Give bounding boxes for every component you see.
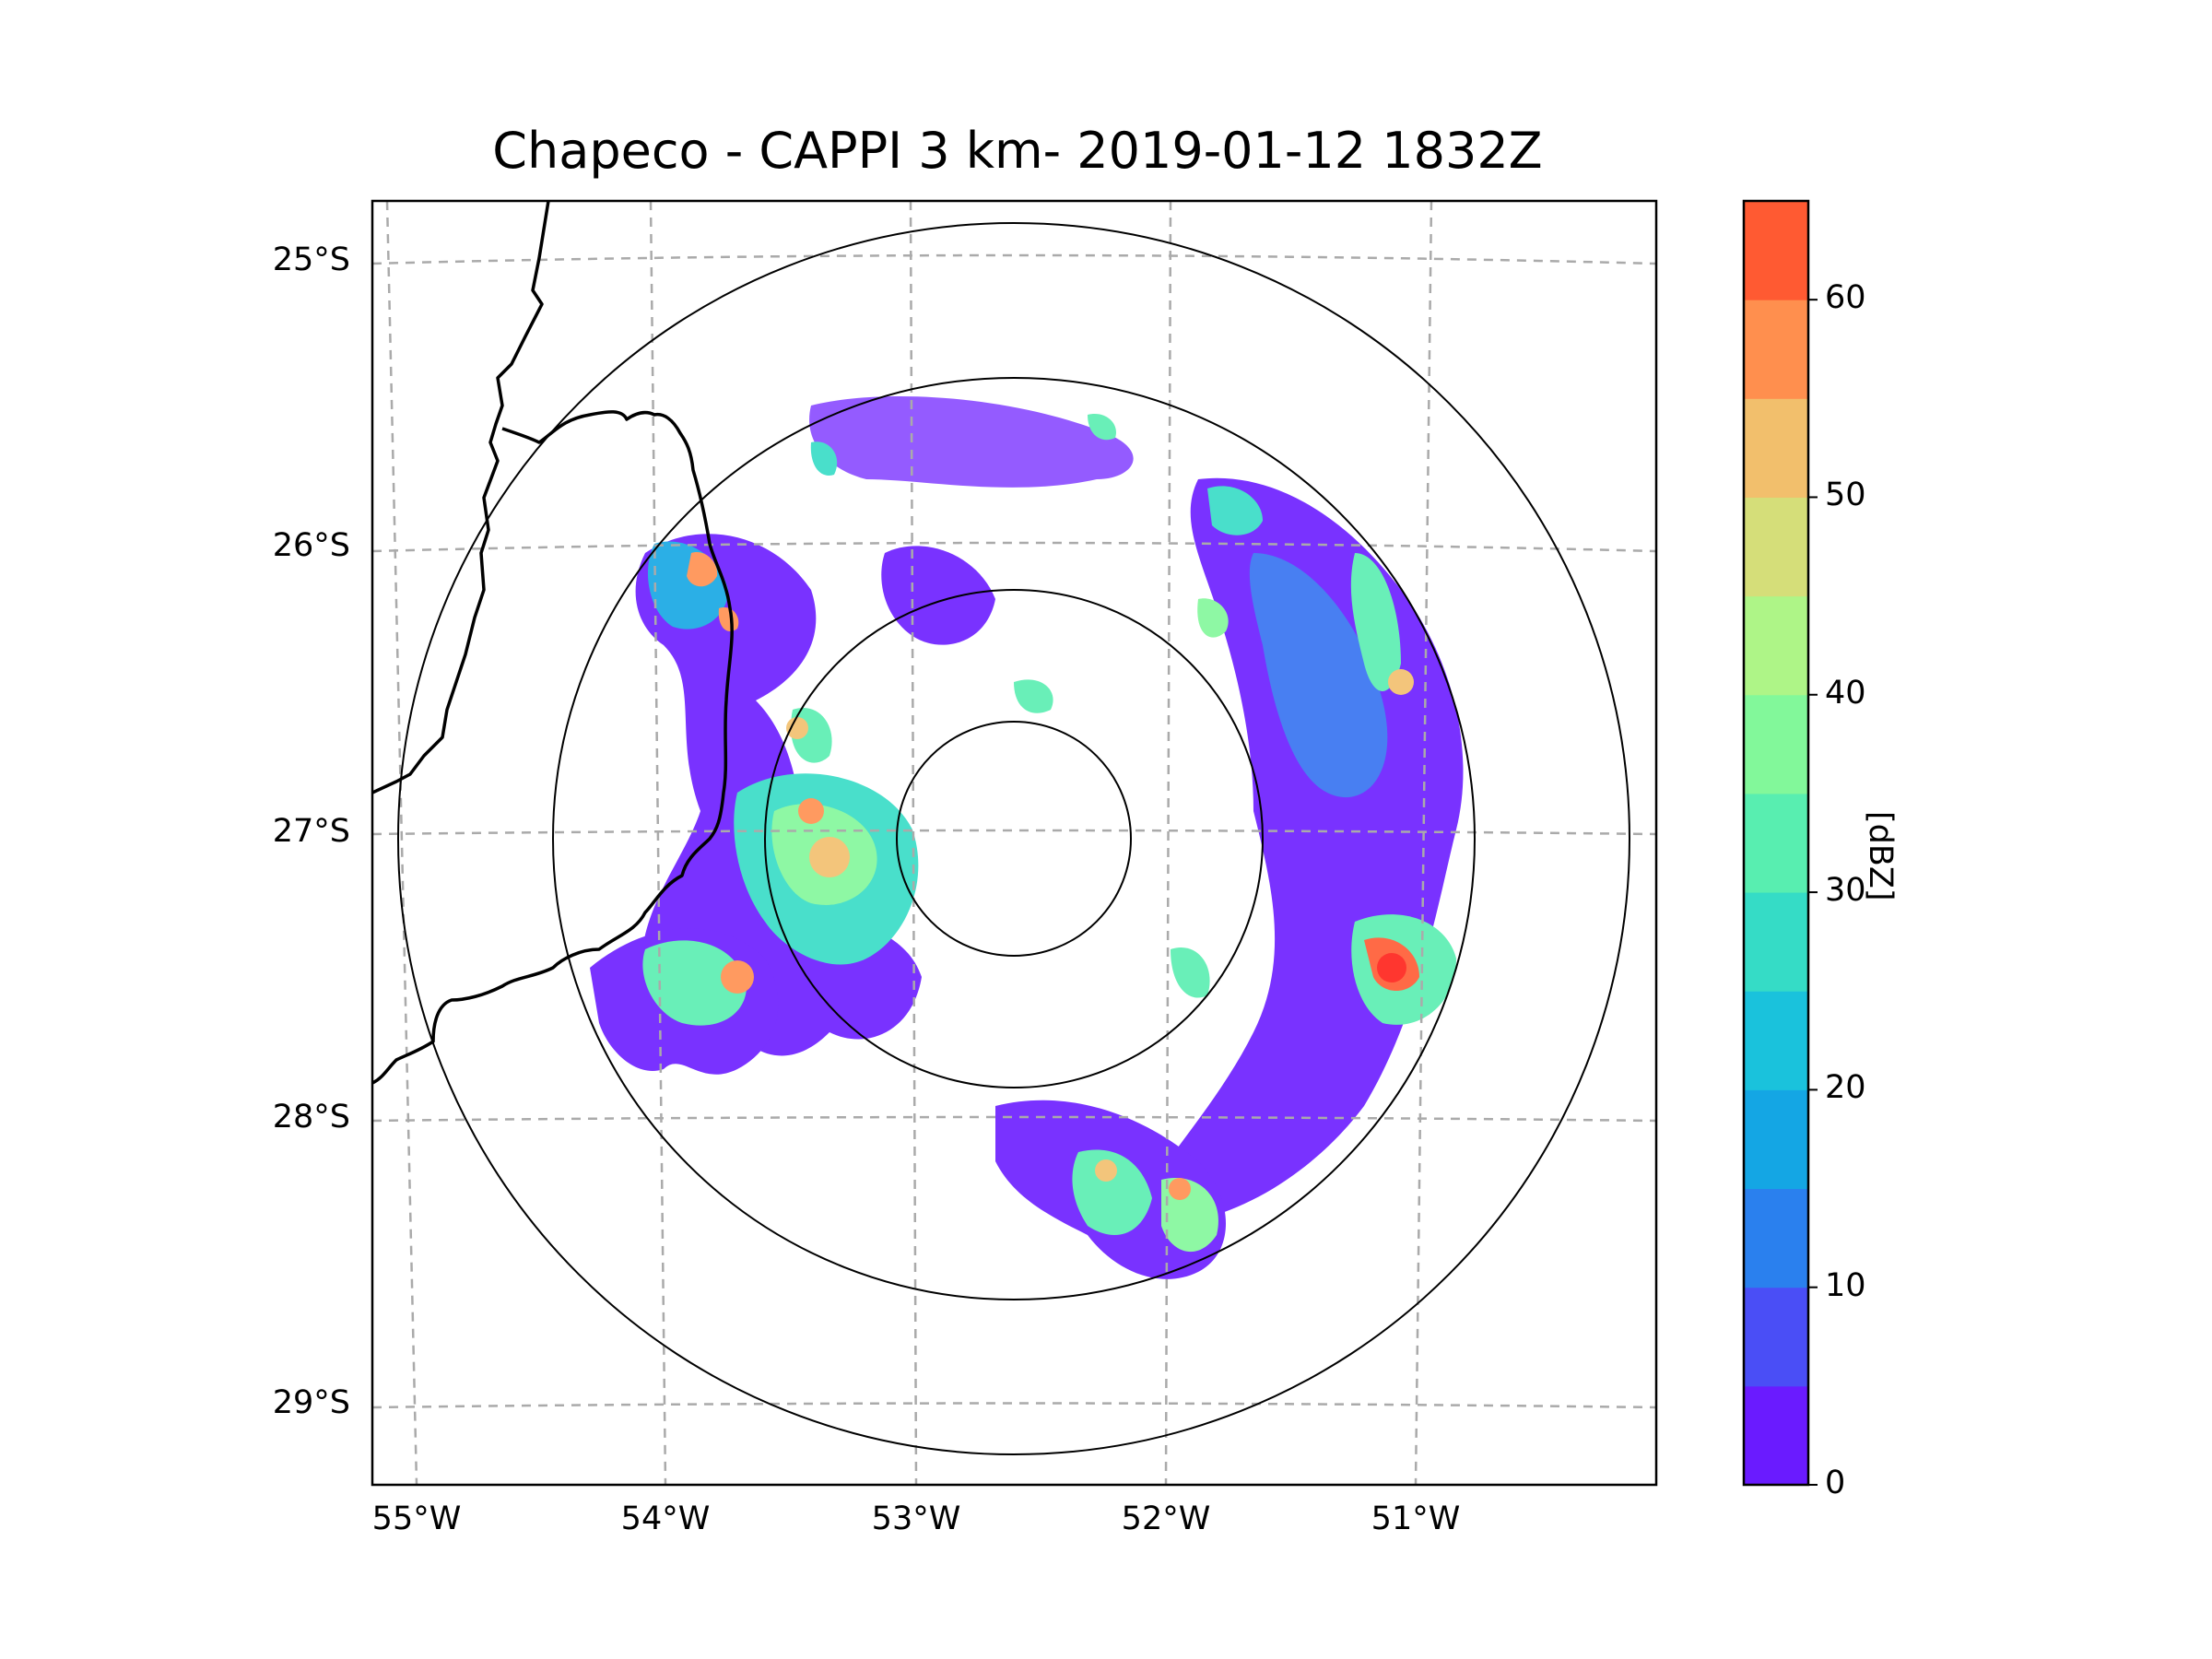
echo-region — [810, 441, 838, 476]
colorbar-segment — [1744, 991, 1808, 1090]
echo-core — [798, 798, 824, 824]
range-ring-300km — [552, 377, 1476, 1300]
echo-region — [1014, 679, 1053, 713]
parallel-27S — [372, 829, 1656, 836]
colorbar-tick-label: 20 — [1825, 1069, 1866, 1107]
axes-frame — [371, 199, 1658, 1487]
ytick-label: 25°S — [272, 241, 350, 278]
echo-core — [1095, 1159, 1117, 1182]
ytick-label: 29°S — [272, 1384, 350, 1421]
echo-region — [1072, 1149, 1152, 1235]
range-ring-100km — [896, 721, 1132, 957]
chart-title: Chapeco - CAPPI 3 km- 2019-01-12 1832Z — [492, 122, 1543, 180]
colorbar-segment — [1744, 497, 1808, 597]
colorbar-segment — [1744, 300, 1808, 399]
border-paraguay — [372, 201, 550, 794]
colorbar-segment — [1744, 1188, 1808, 1288]
colorbar-segment — [1744, 1385, 1808, 1486]
range-rings — [397, 222, 1630, 1455]
meridian-55W — [385, 201, 418, 1485]
meridian-53W — [909, 201, 918, 1485]
echo-core — [721, 960, 754, 994]
colorbar-segment — [1744, 398, 1808, 498]
xtick-label: 51°W — [1371, 1500, 1461, 1537]
xtick-label: 52°W — [1121, 1500, 1211, 1537]
gridlines — [372, 201, 1656, 1485]
echo-region — [1088, 414, 1116, 441]
colorbar-tick-label: 60 — [1825, 279, 1866, 317]
echo-core — [1377, 953, 1406, 982]
echo-region — [1171, 947, 1210, 998]
echo-core — [1388, 669, 1414, 695]
country-borders — [372, 201, 734, 1085]
echo-region — [1249, 553, 1388, 798]
xtick-label: 55°W — [371, 1500, 462, 1537]
colorbar-frame — [1742, 199, 1810, 1487]
echo-region — [1350, 553, 1401, 691]
colorbar-segment — [1744, 1287, 1808, 1387]
colorbar-tick-label: 10 — [1825, 1266, 1866, 1304]
xtick-label: 53°W — [871, 1500, 961, 1537]
echo-region — [642, 940, 747, 1026]
echo-region — [687, 552, 718, 587]
colorbar-segment — [1744, 595, 1808, 696]
reflectivity-field — [590, 396, 1464, 1279]
echo-region — [809, 396, 1134, 488]
parallel-25S — [372, 253, 1656, 265]
colorbar-tick-label: 50 — [1825, 477, 1866, 514]
meridian-54W — [649, 201, 667, 1485]
parallel-29S — [372, 1402, 1656, 1409]
echo-core — [786, 717, 808, 739]
colorbar-segment — [1744, 892, 1808, 992]
xtick-label: 54°W — [620, 1500, 711, 1537]
colorbar-segment — [1744, 793, 1808, 893]
colorbar-tick-label: 30 — [1825, 872, 1866, 910]
colorbar — [1744, 201, 1818, 1486]
colorbar-tick-label: 0 — [1825, 1465, 1846, 1501]
echo-region — [1197, 598, 1229, 638]
colorbar-segment — [1744, 694, 1808, 794]
colorbar-label: [dBZ] — [1862, 811, 1899, 901]
echo-region — [718, 607, 739, 632]
ytick-label: 27°S — [272, 813, 350, 850]
border-argentina-north — [372, 410, 734, 1085]
colorbar-segment — [1744, 201, 1808, 300]
meridian-51W — [1414, 201, 1433, 1485]
echo-region — [881, 546, 995, 645]
range-ring-400km — [397, 222, 1630, 1455]
range-ring-200km — [764, 589, 1264, 1088]
echo-core — [1169, 1178, 1191, 1200]
ytick-label: 26°S — [272, 527, 350, 564]
colorbar-tick-label: 40 — [1825, 674, 1866, 712]
colorbar-segment — [1744, 1089, 1808, 1190]
parallel-28S — [372, 1115, 1656, 1123]
echo-core — [809, 837, 850, 877]
meridian-52W — [1164, 201, 1172, 1485]
parallel-26S — [372, 541, 1656, 553]
echo-region — [1207, 486, 1263, 535]
ytick-label: 28°S — [272, 1099, 350, 1135]
